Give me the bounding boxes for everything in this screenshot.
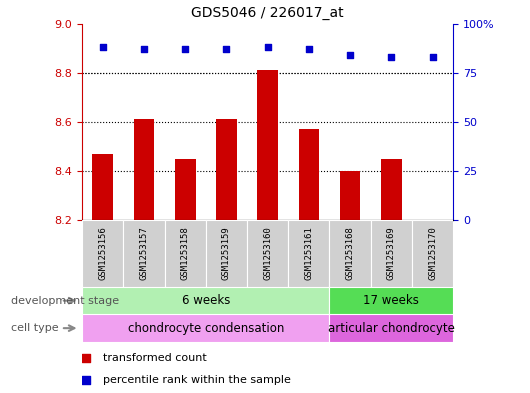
Bar xyxy=(288,220,330,287)
Title: GDS5046 / 226017_at: GDS5046 / 226017_at xyxy=(191,6,344,20)
Point xyxy=(428,54,437,60)
Bar xyxy=(92,154,113,220)
Text: 17 weeks: 17 weeks xyxy=(364,294,419,307)
Bar xyxy=(258,70,278,220)
Point xyxy=(82,376,90,383)
Bar xyxy=(330,220,370,287)
Point xyxy=(99,44,107,50)
Text: GSM1253157: GSM1253157 xyxy=(139,227,148,280)
Bar xyxy=(381,159,402,220)
Bar xyxy=(298,129,319,220)
Bar xyxy=(165,220,206,287)
Text: percentile rank within the sample: percentile rank within the sample xyxy=(103,375,290,385)
Text: transformed count: transformed count xyxy=(103,353,206,363)
Point xyxy=(82,355,90,361)
Point xyxy=(181,46,189,52)
Point xyxy=(305,46,313,52)
Text: articular chondrocyte: articular chondrocyte xyxy=(328,321,455,335)
Bar xyxy=(206,220,247,287)
Bar xyxy=(216,119,237,220)
Text: GSM1253169: GSM1253169 xyxy=(387,227,396,280)
Text: cell type: cell type xyxy=(11,323,58,333)
Text: chondrocyte condensation: chondrocyte condensation xyxy=(128,321,284,335)
Text: GSM1253170: GSM1253170 xyxy=(428,227,437,280)
Bar xyxy=(82,314,330,342)
Text: GSM1253160: GSM1253160 xyxy=(263,227,272,280)
Text: GSM1253159: GSM1253159 xyxy=(222,227,231,280)
Point xyxy=(387,54,395,60)
Text: 6 weeks: 6 weeks xyxy=(182,294,230,307)
Bar xyxy=(123,220,165,287)
Bar xyxy=(134,119,154,220)
Text: development stage: development stage xyxy=(11,296,119,306)
Bar xyxy=(82,287,330,314)
Bar xyxy=(370,220,412,287)
Bar xyxy=(330,314,453,342)
Point xyxy=(346,52,355,58)
Bar xyxy=(175,159,196,220)
Text: GSM1253156: GSM1253156 xyxy=(98,227,107,280)
Bar xyxy=(330,287,453,314)
Text: GSM1253158: GSM1253158 xyxy=(181,227,190,280)
Point xyxy=(140,46,148,52)
Point xyxy=(263,44,272,50)
Bar xyxy=(82,220,123,287)
Bar xyxy=(247,220,288,287)
Bar xyxy=(340,171,360,220)
Point xyxy=(222,46,231,52)
Bar xyxy=(412,220,453,287)
Text: GSM1253161: GSM1253161 xyxy=(304,227,313,280)
Text: GSM1253168: GSM1253168 xyxy=(346,227,355,280)
